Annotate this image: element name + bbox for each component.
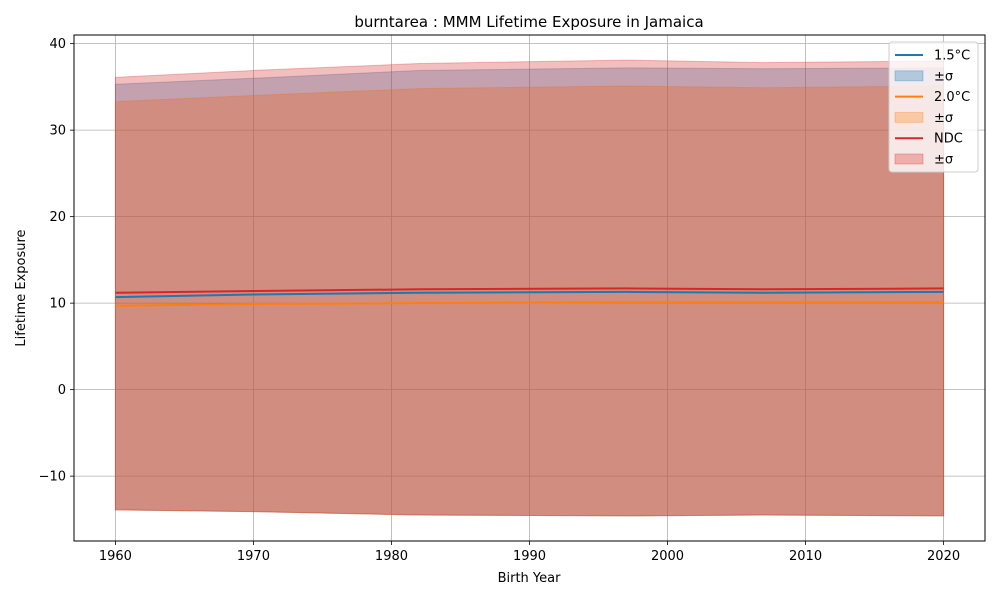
y-tick-label: 10 [49, 297, 66, 312]
axis-ticks: 1960 1970 1980 1990 2000 2010 2020 −10 0 10 20 30 40 [39, 37, 961, 564]
series-lines [115, 287, 944, 307]
x-tick-label: 2010 [789, 549, 822, 564]
series-line [115, 301, 944, 307]
x-tick-label: 1980 [375, 549, 408, 564]
y-tick-label: 0 [58, 383, 66, 398]
legend-label: ±σ [934, 153, 953, 168]
x-tick-label: 1960 [99, 549, 132, 564]
y-axis-label: Lifetime Exposure [14, 229, 29, 346]
x-axis-label: Birth Year [498, 571, 562, 586]
x-tick-label: 2000 [651, 549, 684, 564]
x-tick-label: 1970 [237, 549, 270, 564]
legend-label: ±σ [934, 111, 953, 126]
y-tick-label: 30 [49, 124, 66, 139]
y-tick-label: −10 [39, 470, 66, 485]
x-tick-label: 2020 [927, 549, 960, 564]
chart-title: burntarea : MMM Lifetime Exposure in Jam… [354, 13, 703, 31]
y-tick-label: 40 [49, 37, 66, 52]
legend-label: ±σ [934, 69, 953, 84]
legend-band-swatch [894, 70, 924, 82]
sigma-band [114, 85, 945, 517]
x-tick-label: 1990 [513, 549, 546, 564]
legend-band-swatch [894, 111, 924, 123]
legend-band-swatch [894, 153, 924, 165]
series-line [115, 290, 944, 299]
legend-box [888, 41, 979, 173]
legend-label: 1.5°C [934, 49, 970, 64]
series-line [115, 287, 944, 294]
legend-label: 2.0°C [934, 90, 970, 105]
y-tick-label: 20 [49, 210, 66, 225]
legend: 1.5°C ±σ 2.0°C ±σ NDC ±σ [888, 41, 979, 173]
legend-label: NDC [934, 132, 963, 147]
